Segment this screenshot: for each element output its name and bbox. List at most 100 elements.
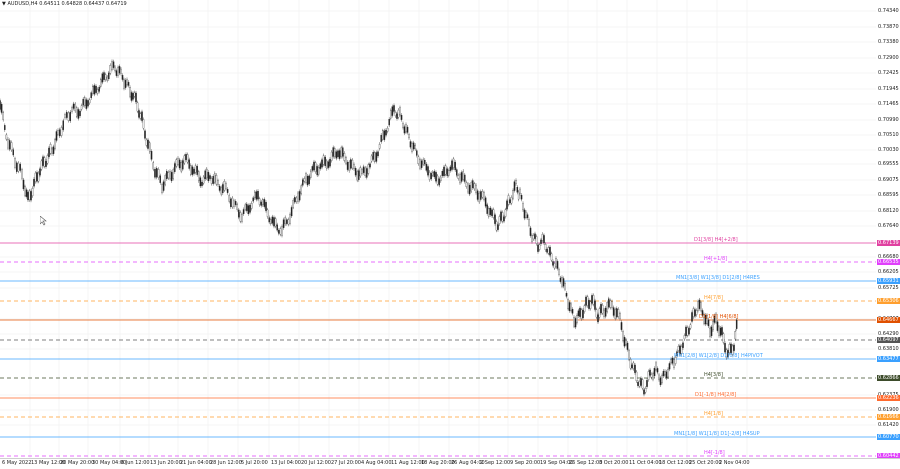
candle-body <box>529 227 532 236</box>
candle-body <box>525 211 527 218</box>
candle-body <box>374 152 376 162</box>
candle-body <box>5 134 8 140</box>
candle-body <box>380 134 382 142</box>
candle-body <box>303 178 306 182</box>
candle-body <box>679 345 681 355</box>
candle-body <box>586 296 589 306</box>
candle-body <box>193 168 195 174</box>
candle-body <box>265 202 267 211</box>
candle-body <box>386 127 389 132</box>
candle-body <box>640 378 642 386</box>
candle-body <box>166 171 168 180</box>
candle-body <box>33 178 35 187</box>
price-axis-label: 0.68595 <box>878 192 899 198</box>
candle-body <box>367 164 370 174</box>
time-axis-label: 9 Sep 20:00 <box>510 460 541 466</box>
candle-body <box>577 310 580 317</box>
candle-body <box>538 244 541 250</box>
candle-body <box>21 169 23 179</box>
candle-body <box>199 177 202 187</box>
candle-body <box>252 197 254 202</box>
candle-body <box>724 342 726 353</box>
candle-body <box>247 205 250 215</box>
candle-body <box>565 293 568 297</box>
candle-body <box>419 159 421 169</box>
menu-triangle-icon[interactable]: ▼ <box>2 1 6 7</box>
candle-body <box>523 209 526 219</box>
chart-area[interactable]: ▼ AUDUSD,H4 0.64511 0.64828 0.64437 0.64… <box>0 0 877 458</box>
candle-body <box>338 150 341 159</box>
candle-body <box>475 184 477 193</box>
candle-body <box>396 113 398 119</box>
candle-body <box>731 345 734 355</box>
candle-body <box>489 207 492 215</box>
candle-body <box>80 105 83 110</box>
candle-body <box>441 171 444 176</box>
candle-body <box>492 209 495 218</box>
candle-body <box>715 313 717 323</box>
candle-body <box>516 187 519 193</box>
candle-body <box>206 168 208 179</box>
price-tag: 0.63477 <box>877 356 900 362</box>
price-chart[interactable] <box>0 0 876 458</box>
price-axis-label: 0.66680 <box>878 254 899 260</box>
candle-body <box>528 219 530 226</box>
candle-body <box>124 80 127 88</box>
candle-body <box>452 158 455 168</box>
candle-body <box>108 72 110 80</box>
candle-body <box>632 362 635 369</box>
candle-body <box>585 296 587 306</box>
candle-body <box>535 236 538 244</box>
candle-body <box>310 170 312 178</box>
candle-body <box>82 98 84 106</box>
candle-body <box>457 175 460 179</box>
candle-body <box>22 179 25 190</box>
candle-body <box>8 140 11 150</box>
candle-body <box>204 170 206 180</box>
price-axis-label: 0.72425 <box>878 70 899 76</box>
candle-body <box>561 277 563 287</box>
candle-body <box>359 167 362 177</box>
candle-body <box>42 156 44 166</box>
price-tag: 0.67139 <box>877 240 900 246</box>
candle-body <box>647 371 650 380</box>
candle-body <box>356 171 358 181</box>
candle-body <box>661 375 663 383</box>
time-axis-label: 21 Jun 04:00 <box>180 460 212 466</box>
candle-body <box>582 309 584 319</box>
candle-body <box>159 175 161 183</box>
candle-body <box>202 176 205 184</box>
candle-body <box>230 198 232 207</box>
candle-body <box>60 127 63 136</box>
candle-body <box>446 168 448 176</box>
price-axis-label: 0.67640 <box>878 223 899 229</box>
price-axis-label: 0.61900 <box>878 407 899 413</box>
candle-body <box>547 247 550 254</box>
candle-body <box>517 191 520 200</box>
candle-body <box>641 379 644 389</box>
level-label: D1[-1/8] H4[2/8] <box>695 392 737 398</box>
candle-body <box>126 79 128 85</box>
candle-body <box>115 70 118 76</box>
candle-body <box>282 219 285 228</box>
candle-body <box>321 159 323 168</box>
price-axis-label: 0.69555 <box>878 161 899 167</box>
candle-body <box>430 173 432 180</box>
candle-body <box>550 253 553 261</box>
candle-body <box>135 92 137 103</box>
candle-body <box>611 301 613 308</box>
price-tag: 0.65931 <box>877 278 900 284</box>
candle-body <box>71 107 73 112</box>
candle-body <box>313 161 315 171</box>
candle-body <box>117 67 119 76</box>
candle-body <box>506 200 508 210</box>
candle-body <box>129 87 131 97</box>
candle-body <box>335 151 338 159</box>
candle-body <box>0 100 1 110</box>
candle-body <box>435 172 437 182</box>
candle-body <box>27 191 29 201</box>
candle-body <box>136 102 139 112</box>
candle-body <box>40 160 43 170</box>
candle-body <box>382 130 384 140</box>
candle-body <box>354 168 357 176</box>
